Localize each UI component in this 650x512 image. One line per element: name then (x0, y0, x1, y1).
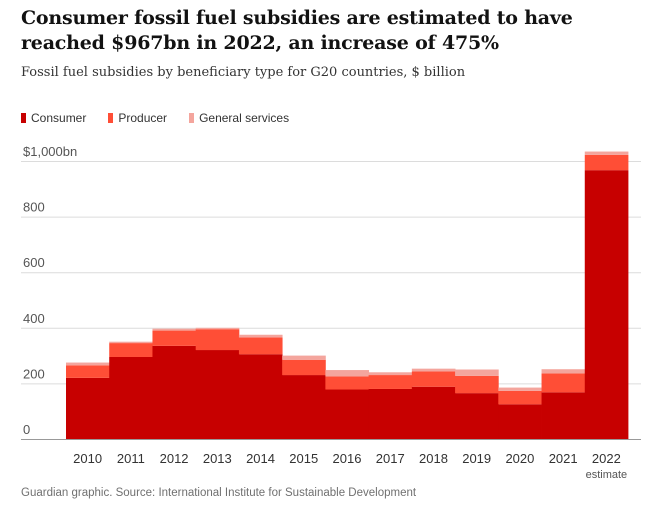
bar-segment-producer (455, 375, 499, 394)
legend-item-general-services: General services (189, 111, 289, 125)
bar-segment-consumer (455, 393, 499, 439)
bar-segment-producer (325, 376, 370, 390)
bar-segment-producer (282, 359, 326, 376)
bar-segment-consumer (368, 388, 413, 439)
source-note: Guardian graphic. Source: International … (21, 487, 417, 499)
axis-labels: 0 200 400 600 800 $1,000bn 2010 2011 2012 2013 201… (23, 144, 627, 480)
x-tick-sublabel: estimate (586, 469, 628, 480)
bar-segment-consumer (238, 354, 283, 439)
legend-label-consumer: Consumer (31, 111, 87, 125)
bar-segment-general-services (455, 369, 499, 376)
legend: Consumer Producer General services (21, 111, 289, 125)
y-tick-label: $1,000bn (23, 144, 77, 159)
bar-segment-general-services (195, 327, 240, 330)
bar-segment-general-services (152, 328, 197, 331)
x-tick-label: 2011 (117, 451, 145, 466)
bar-segment-general-services (109, 341, 153, 344)
y-tick-label: 400 (23, 311, 45, 326)
bar-segment-consumer (411, 386, 456, 439)
bar-segment-consumer (66, 377, 110, 439)
bar-segment-general-services (498, 387, 542, 391)
chart-title: Consumer fossil fuel subsidies are estim… (21, 7, 573, 54)
y-tick-label: 600 (23, 255, 45, 270)
legend-swatch-producer (108, 113, 114, 123)
x-tick-label: 2020 (505, 451, 534, 466)
bar-segment-producer (541, 373, 586, 393)
bar-segment-producer (498, 390, 542, 405)
bar-segment-general-services (584, 151, 629, 155)
legend-label-producer: Producer (118, 111, 168, 125)
y-tick-label: 0 (23, 422, 30, 437)
y-tick-label: 800 (23, 200, 45, 215)
bar-segment-general-services (325, 370, 370, 377)
x-tick-label: 2015 (289, 451, 318, 466)
bar-segment-producer (584, 154, 629, 171)
bar-segment-consumer (195, 350, 240, 439)
x-tick-label: 2018 (419, 451, 448, 466)
bar-segment-consumer (584, 170, 629, 439)
x-tick-label: 2010 (73, 451, 102, 466)
bar-segment-general-services (238, 334, 283, 338)
x-tick-label: 2017 (376, 451, 405, 466)
bar-segment-consumer (498, 404, 542, 439)
bar-segment-general-services (411, 368, 456, 372)
y-tick-label: 200 (23, 366, 45, 381)
x-tick-label: 2021 (549, 451, 578, 466)
bar-segment-consumer (109, 356, 153, 439)
bar-segment-consumer (152, 345, 197, 439)
bar-segment-consumer (325, 389, 370, 439)
stacked-bar-chart: 0 200 400 600 800 $1,000bn 2010 2011 2012 2013 201… (21, 144, 641, 480)
bar-segment-general-services (541, 369, 586, 374)
bar-segment-producer (109, 343, 153, 357)
bar-segment-producer (411, 371, 456, 387)
bar-segment-producer (195, 329, 240, 351)
x-tick-label: 2016 (333, 451, 362, 466)
bar-segment-consumer (541, 392, 586, 439)
bar-segment-general-services (66, 362, 110, 366)
x-tick-label: 2013 (203, 451, 232, 466)
chart-subtitle: Fossil fuel subsidies by beneficiary typ… (21, 65, 466, 80)
bar-segment-producer (238, 337, 283, 355)
bars (66, 151, 629, 439)
legend-item-producer: Producer (108, 111, 167, 125)
legend-item-consumer: Consumer (21, 111, 86, 125)
bar-segment-producer (66, 365, 110, 378)
bar-segment-consumer (282, 375, 326, 439)
legend-swatch-consumer (21, 113, 26, 123)
legend-label-general-services: General services (199, 111, 290, 125)
x-tick-label: 2014 (246, 451, 275, 466)
bar-segment-producer (368, 375, 413, 389)
legend-swatch-general-services (189, 113, 195, 123)
bar-segment-general-services (282, 355, 326, 360)
bar-segment-producer (152, 330, 197, 346)
bar-segment-general-services (368, 372, 413, 376)
x-tick-label: 2019 (462, 451, 491, 466)
x-tick-label: 2012 (160, 451, 189, 466)
x-tick-label: 2022 (592, 451, 621, 466)
